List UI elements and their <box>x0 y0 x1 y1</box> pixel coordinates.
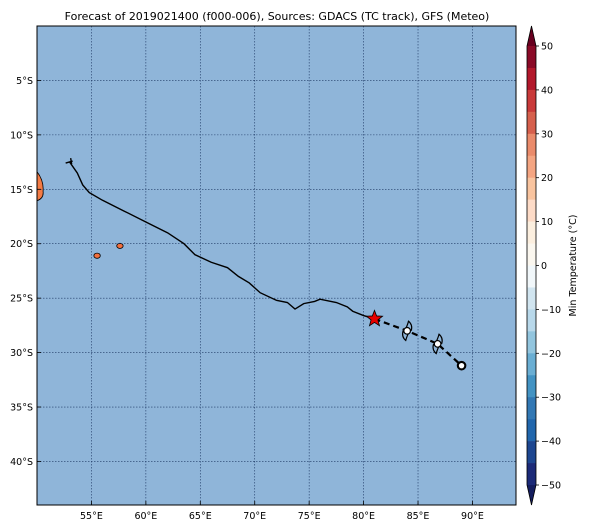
colorbar-tick-label: 40 <box>541 85 553 96</box>
colorbar-tick-label: 10 <box>541 217 553 228</box>
colorbar-tick-label: −10 <box>541 305 561 316</box>
colorbar-tick-label: 50 <box>541 42 553 53</box>
lon-tick-label: 90°E <box>461 511 484 522</box>
cyclone-symbol-icon <box>401 320 413 342</box>
colorbar-tick-label: −20 <box>541 349 561 360</box>
lat-tick-label: 20°S <box>10 239 33 250</box>
colorbar-tick-label: −30 <box>541 393 561 404</box>
colorbar-tick-label: 0 <box>541 261 547 272</box>
lat-tick-label: 25°S <box>10 294 33 305</box>
land-reunion <box>93 252 101 259</box>
colorbar-band <box>527 287 536 310</box>
cyclone-symbol-icon <box>432 333 443 355</box>
colorbar-tick-label: −50 <box>541 481 561 492</box>
lon-tick-label: 80°E <box>352 511 375 522</box>
colorbar-band <box>527 419 536 442</box>
colorbar-label: Min Temperature (°C) <box>568 215 579 317</box>
lon-tick-label: 55°E <box>80 511 103 522</box>
forecast-circle-icon <box>456 360 467 371</box>
colorbar-band <box>527 133 536 157</box>
lon-tick-label: 70°E <box>243 511 266 522</box>
lon-tick-label: 85°E <box>407 511 430 522</box>
colorbar-band <box>527 463 536 486</box>
colorbar-band <box>527 331 536 354</box>
land-mauritius <box>116 242 124 249</box>
colorbar-tick-label: 30 <box>541 129 553 140</box>
forecast-track-line <box>374 317 463 367</box>
land-madagascar-edge <box>37 171 44 202</box>
map-panel: 55°E 60°E 65°E 70°E 75°E 80°E 85°E 90°E 5°S 10°S 1… <box>10 25 517 522</box>
lon-tick-label: 65°E <box>189 511 212 522</box>
colorbar-extend-bottom <box>527 485 536 505</box>
colorbar-band <box>527 353 536 376</box>
lat-tick-label: 15°S <box>10 185 33 196</box>
colorbar-band <box>527 46 536 69</box>
colorbar-band <box>527 265 536 288</box>
colorbar-tick-label: −40 <box>541 437 561 448</box>
colorbar-band <box>527 177 536 200</box>
lat-tick-label: 30°S <box>10 348 33 359</box>
colorbar-band <box>527 155 536 178</box>
colorbar-band <box>527 309 536 332</box>
colorbar-band <box>527 221 536 244</box>
colorbar: 50 40 30 20 10 0 −10 −20 −30 −40 −50 <box>526 25 561 506</box>
track-start-mark <box>65 157 73 165</box>
past-track-line <box>69 161 375 320</box>
colorbar-band <box>527 397 536 420</box>
lon-tick-label: 75°E <box>298 511 321 522</box>
lat-tick-label: 5°S <box>16 76 33 87</box>
colorbar-band <box>527 89 536 113</box>
current-position-star-icon <box>365 309 384 327</box>
colorbar-band <box>527 375 536 398</box>
colorbar-band <box>527 199 536 222</box>
lat-tick-label: 35°S <box>10 403 33 414</box>
lat-tick-label: 10°S <box>10 130 33 141</box>
lon-tick-label: 60°E <box>134 511 157 522</box>
lat-tick-label: 40°S <box>10 457 33 468</box>
colorbar-band <box>527 243 536 266</box>
colorbar-band <box>527 111 536 135</box>
colorbar-band <box>527 67 536 91</box>
figure-title: Forecast of 2019021400 (f000-006), Sourc… <box>65 10 490 23</box>
colorbar-tick-label: 20 <box>541 173 553 184</box>
colorbar-band <box>527 441 536 464</box>
ocean-background <box>37 26 516 505</box>
colorbar-extend-top <box>527 26 536 46</box>
map-frame <box>36 25 517 506</box>
